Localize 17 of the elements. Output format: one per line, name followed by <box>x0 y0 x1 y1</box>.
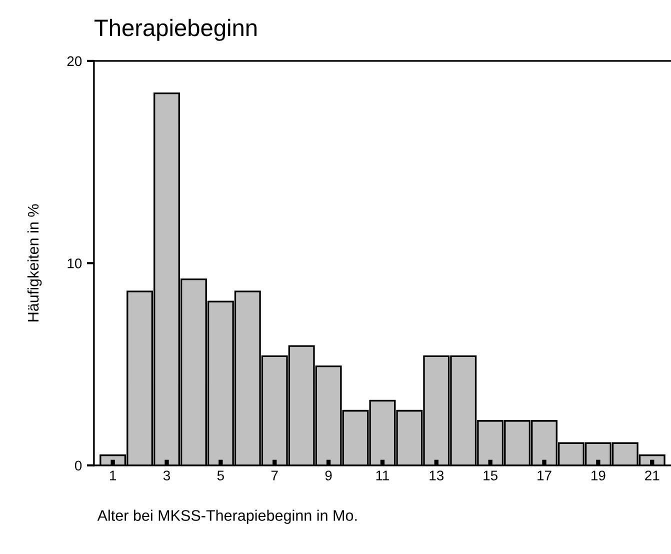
x-tick-label: 15 <box>484 470 498 480</box>
x-tick-label: 1 <box>110 470 116 480</box>
y-tick-label: 0 <box>74 460 82 471</box>
x-tick-label: 21 <box>645 470 660 480</box>
x-tick-label: 11 <box>376 470 390 480</box>
x-axis-title: Alter bei MKSS-Therapiebeginn in Mo. <box>97 510 357 524</box>
x-tick-label: 7 <box>271 470 278 480</box>
x-tick-label: 13 <box>430 470 444 480</box>
x-tick-label: 3 <box>163 470 170 480</box>
y-axis-title: Häufigkeiten in % <box>27 204 42 322</box>
x-tick-label: 17 <box>538 470 552 480</box>
y-tick-label: 20 <box>67 56 82 66</box>
x-tick-label: 19 <box>592 470 606 480</box>
y-tick-label: 10 <box>68 258 82 268</box>
chart-title: Therapiebeginn <box>94 18 256 41</box>
x-tick-label: 9 <box>325 470 332 480</box>
x-tick-label: 5 <box>217 470 224 480</box>
